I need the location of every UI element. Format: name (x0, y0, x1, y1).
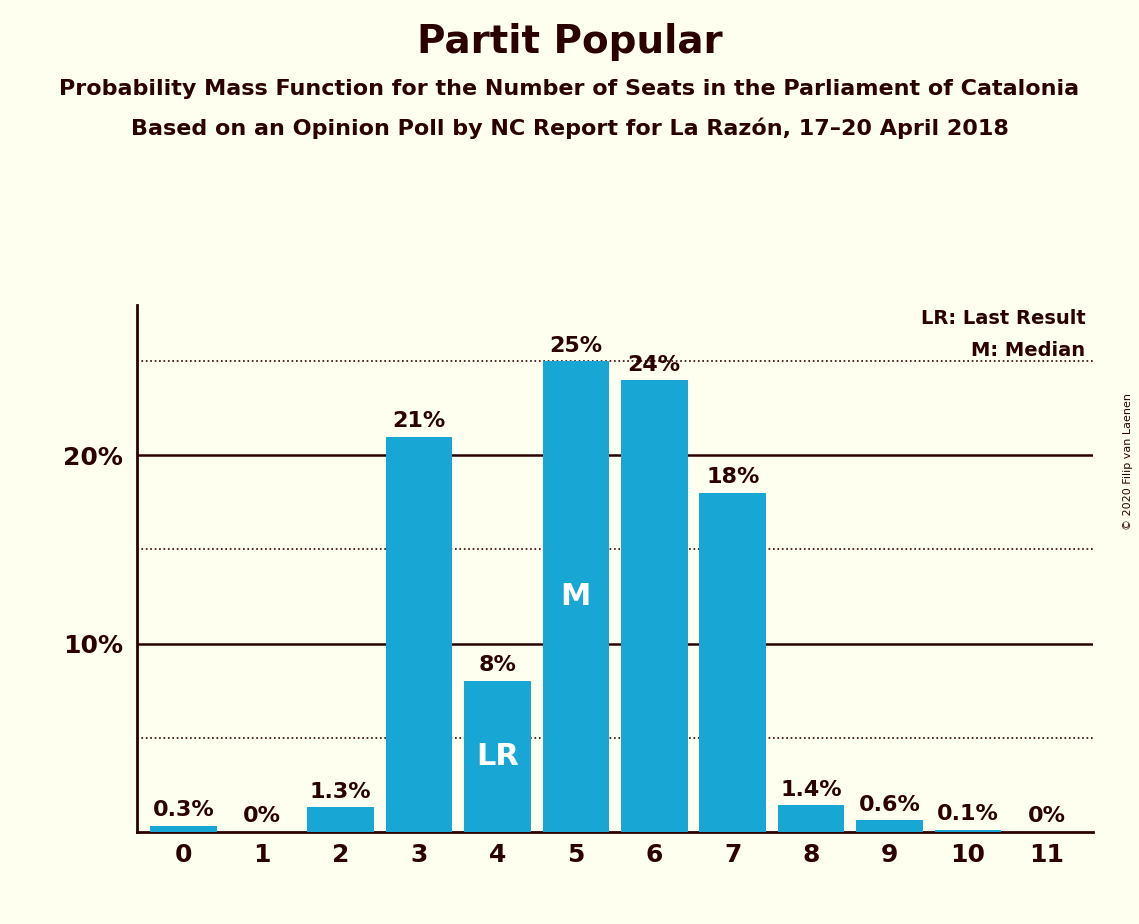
Text: 1.4%: 1.4% (780, 780, 842, 799)
Text: Based on an Opinion Poll by NC Report for La Razón, 17–20 April 2018: Based on an Opinion Poll by NC Report fo… (131, 117, 1008, 139)
Text: M: M (560, 582, 591, 611)
Text: 0.6%: 0.6% (859, 795, 920, 815)
Text: 21%: 21% (392, 411, 445, 431)
Text: © 2020 Filip van Laenen: © 2020 Filip van Laenen (1123, 394, 1133, 530)
Bar (386, 437, 452, 832)
Text: 1.3%: 1.3% (310, 782, 371, 801)
Text: 18%: 18% (706, 468, 760, 487)
Text: Partit Popular: Partit Popular (417, 23, 722, 61)
Text: 0.3%: 0.3% (153, 800, 214, 821)
Bar (308, 808, 374, 832)
Text: 0.1%: 0.1% (937, 804, 999, 824)
Text: 0%: 0% (1027, 806, 1065, 826)
Bar (542, 361, 609, 832)
Text: 25%: 25% (549, 335, 603, 356)
Bar (621, 380, 688, 832)
Bar (699, 493, 767, 832)
Text: LR: Last Result: LR: Last Result (920, 309, 1085, 328)
Text: Probability Mass Function for the Number of Seats in the Parliament of Catalonia: Probability Mass Function for the Number… (59, 79, 1080, 99)
Text: 0%: 0% (243, 806, 281, 826)
Bar (464, 681, 531, 832)
Bar (857, 821, 923, 832)
Text: 24%: 24% (628, 355, 681, 374)
Bar (778, 805, 844, 832)
Bar (150, 826, 218, 832)
Text: 8%: 8% (478, 655, 516, 675)
Text: LR: LR (476, 742, 519, 771)
Bar (935, 830, 1001, 832)
Text: M: Median: M: Median (972, 341, 1085, 359)
